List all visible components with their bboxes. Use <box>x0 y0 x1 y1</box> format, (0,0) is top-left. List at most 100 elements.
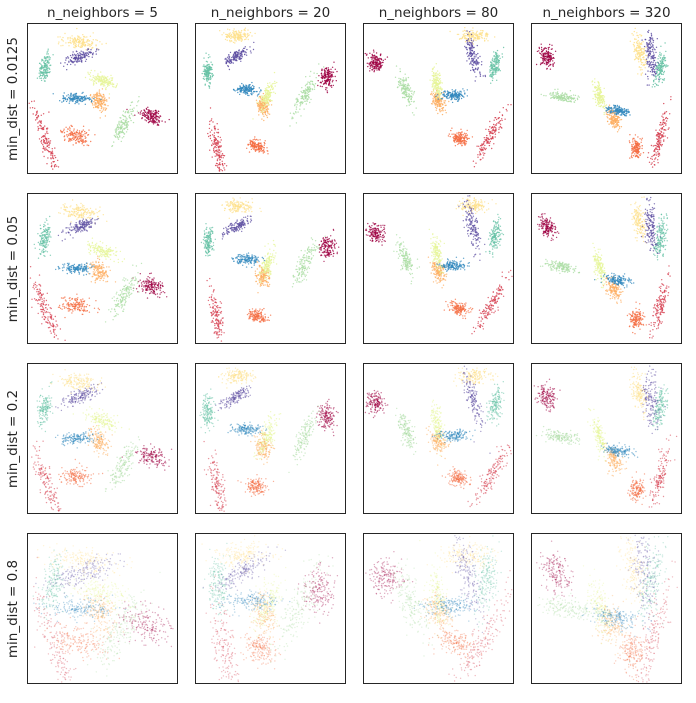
cluster-1 <box>472 104 512 168</box>
scatter-point <box>482 152 484 154</box>
scatter-point <box>499 125 501 128</box>
scatter-point <box>472 40 474 42</box>
scatter-point <box>80 54 82 56</box>
scatter-point <box>209 68 211 71</box>
scatter-point <box>239 55 241 57</box>
scatter-point <box>225 57 227 60</box>
scatter-point <box>88 40 91 42</box>
scatter-point <box>37 122 39 124</box>
scatter-point <box>451 101 454 104</box>
scatter-point <box>386 56 389 58</box>
scatter-point <box>78 54 80 57</box>
scatter-point <box>261 101 263 103</box>
scatter-point <box>231 56 233 59</box>
scatter-point <box>81 96 83 98</box>
scatter-point <box>100 105 102 108</box>
scatter-point <box>409 96 411 99</box>
scatter-point <box>259 102 261 104</box>
scatter-point <box>657 143 659 145</box>
scatter-point <box>242 47 245 50</box>
scatter-point <box>247 94 249 97</box>
scatter-point <box>221 170 224 172</box>
scatter-point <box>38 62 41 65</box>
scatter-point <box>263 111 265 114</box>
scatter-point <box>485 147 487 150</box>
scatter-point <box>150 110 152 112</box>
scatter-point <box>462 36 464 38</box>
scatter-point <box>226 56 229 58</box>
scatter-point <box>458 142 460 145</box>
scatter-point <box>261 110 263 113</box>
scatter-point <box>259 147 262 150</box>
scatter-point <box>662 135 664 137</box>
scatter-point <box>47 157 49 159</box>
scatter-point <box>660 144 662 146</box>
scatter-point <box>366 62 368 64</box>
scatter-point <box>220 150 222 152</box>
scatter-point <box>309 80 312 82</box>
scatter-point <box>96 91 98 94</box>
scatter-point <box>258 142 261 144</box>
scatter-point <box>227 58 229 60</box>
scatter-point <box>149 113 152 116</box>
scatter-point <box>329 85 331 87</box>
scatter-point <box>438 103 440 105</box>
scatter-point <box>257 102 260 104</box>
scatter-point <box>657 153 659 156</box>
scatter-point <box>435 96 437 99</box>
scatter-point <box>641 145 643 147</box>
scatter-point <box>68 140 70 143</box>
scatter-point <box>438 82 441 84</box>
scatter-point <box>105 81 108 83</box>
scatter-point <box>108 84 110 86</box>
scatter-point <box>543 56 545 58</box>
scatter-point <box>549 60 551 63</box>
scatter-point <box>256 101 258 103</box>
scatter-point <box>269 91 271 93</box>
scatter-point <box>40 127 42 129</box>
scatter-point <box>457 99 460 101</box>
scatter-point <box>241 54 243 56</box>
scatter-point <box>232 36 234 38</box>
scatter-point <box>95 82 98 85</box>
scatter-point <box>453 96 455 98</box>
scatter-point <box>261 97 264 100</box>
scatter-point <box>545 59 547 61</box>
scatter-point <box>431 79 434 82</box>
scatter-point <box>481 146 483 149</box>
scatter-point <box>331 86 333 88</box>
scatter-point <box>101 97 103 99</box>
scatter-point <box>253 138 256 140</box>
scatter-point <box>105 107 108 110</box>
scatter-point <box>266 101 269 103</box>
scatter-point <box>101 80 104 82</box>
scatter-point <box>300 115 302 117</box>
scatter-point <box>465 141 468 143</box>
scatter-point <box>267 90 269 93</box>
scatter-point <box>488 138 490 141</box>
scatter-point <box>396 86 399 89</box>
scatter-point <box>73 138 75 141</box>
scatter-point <box>52 168 54 170</box>
scatter-point <box>441 113 444 116</box>
scatter-point <box>230 39 232 42</box>
scatter-point <box>479 75 482 77</box>
scatter-point <box>469 34 471 36</box>
scatter-point <box>496 79 498 81</box>
scatter-point <box>466 137 468 139</box>
scatter-point <box>469 63 471 65</box>
scatter-point <box>438 78 441 81</box>
scatter-point <box>269 89 271 92</box>
scatter-point <box>121 137 124 139</box>
scatter-point <box>479 71 481 73</box>
scatter-point <box>79 136 81 138</box>
scatter-point <box>327 76 329 78</box>
scatter-point <box>483 142 485 144</box>
scatter-point <box>202 65 204 67</box>
scatter-point <box>306 100 308 103</box>
scatter-point <box>450 96 452 99</box>
scatter-point <box>476 44 478 47</box>
scatter-point <box>63 128 65 130</box>
scatter-point <box>371 53 373 56</box>
scatter-point <box>40 139 43 142</box>
